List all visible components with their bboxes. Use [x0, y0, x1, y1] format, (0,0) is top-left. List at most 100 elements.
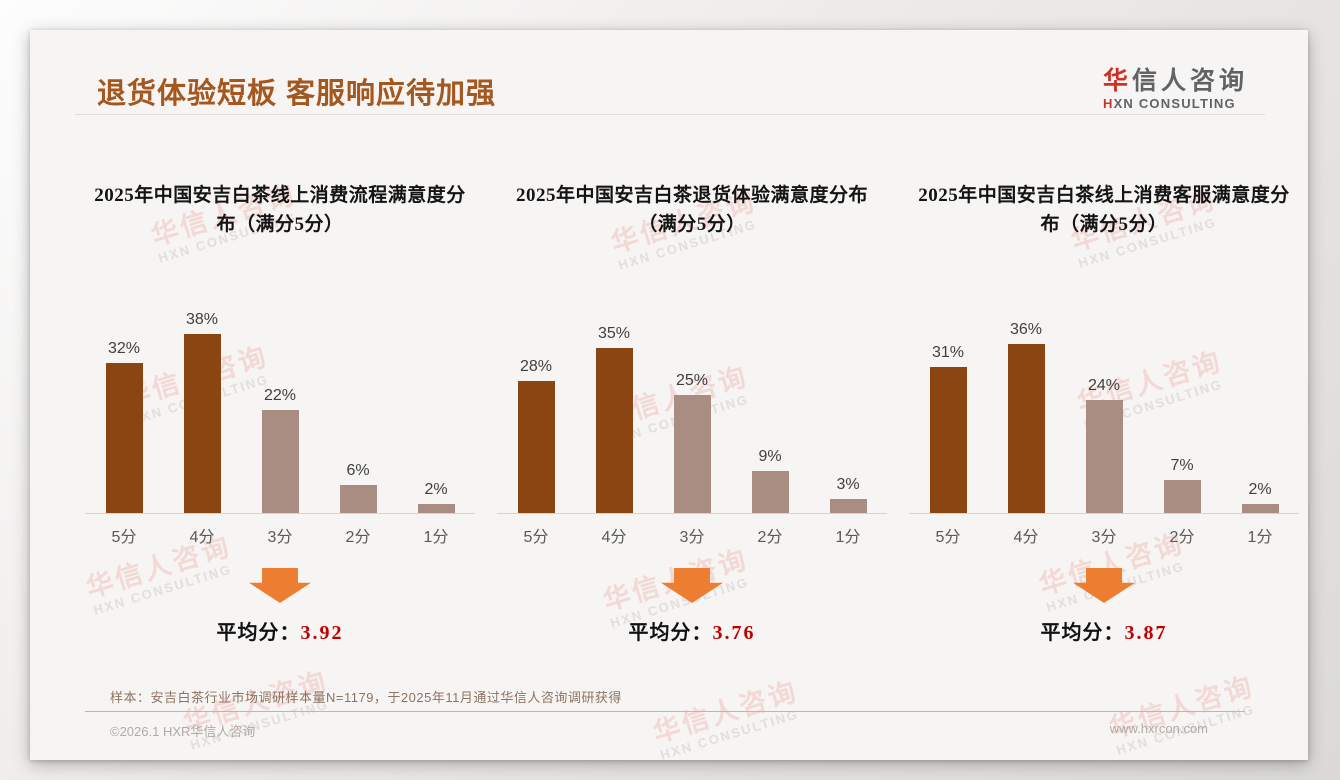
- down-arrow-icon: [1073, 568, 1135, 603]
- average-label: 平均分：: [628, 622, 713, 644]
- category-label: 2分: [345, 529, 371, 546]
- bar: [595, 348, 633, 513]
- bar-group: 9%: [731, 298, 809, 513]
- charts-row: 2025年中国安吉白茶线上消费流程满意度分布（满分5分） 32% 38% 22%…: [85, 182, 1299, 645]
- x-axis-line: [85, 513, 475, 514]
- bar-value-label: 36%: [1009, 321, 1043, 338]
- bar-value-label: 24%: [1087, 377, 1121, 394]
- chart-title: 2025年中国安吉白茶退货体验满意度分布（满分5分）: [515, 185, 868, 235]
- category-label: 3分: [679, 529, 705, 546]
- bar: [751, 471, 789, 513]
- average-label: 平均分：: [216, 622, 301, 644]
- average-value: 3.76: [712, 622, 756, 644]
- bar-group: 22%: [241, 298, 319, 513]
- category-label: 5分: [935, 529, 961, 546]
- brand-logo-cn: 华信人咨询: [1102, 67, 1248, 96]
- header-divider: [75, 114, 1265, 115]
- bar: [1241, 504, 1279, 513]
- bar-group: 24%: [1065, 298, 1143, 513]
- category-label: 1分: [1247, 529, 1273, 546]
- category-label: 5分: [111, 529, 137, 546]
- bar-value-label: 22%: [263, 387, 297, 404]
- category-labels: 5分 4分 3分 2分 1分: [909, 523, 1299, 547]
- x-axis-line: [497, 513, 887, 514]
- brand-logo: 华信人咨询 HXN CONSULTING: [1102, 67, 1248, 111]
- category-label: 3分: [1091, 529, 1117, 546]
- average-score: 平均分：3.87: [1041, 616, 1168, 645]
- brand-logo-cn-rest: 信人咨询: [1131, 67, 1248, 95]
- bar-value-label: 28%: [519, 358, 553, 375]
- footer: ©2026.1 HXR华信人咨询 www.hxrcon.com: [110, 721, 1208, 740]
- brand-logo-en-rest: XN CONSULTING: [1113, 95, 1236, 111]
- category-labels: 5分 4分 3分 2分 1分: [497, 523, 887, 547]
- brand-logo-cn-accent: 华: [1102, 67, 1132, 95]
- bar-group: 6%: [319, 298, 397, 513]
- chart-customer-service-satisfaction: 2025年中国安吉白茶线上消费客服满意度分布（满分5分） 31% 36% 24%…: [909, 182, 1299, 645]
- bar-value-label: 2%: [424, 481, 448, 498]
- category-label: 1分: [835, 529, 861, 546]
- bar: [517, 381, 555, 513]
- bar-group: 2%: [397, 298, 475, 513]
- average-score: 平均分：3.76: [629, 616, 756, 645]
- bar-plot: 31% 36% 24% 7% 2%: [909, 298, 1299, 513]
- bar: [339, 485, 377, 513]
- brand-logo-en: HXN CONSULTING: [1103, 96, 1248, 111]
- bar: [829, 499, 867, 513]
- footer-website: www.hxrcon.com: [1109, 721, 1208, 736]
- category-label: 5分: [523, 529, 549, 546]
- page-title: 退货体验短板 客服响应待加强: [97, 78, 497, 110]
- down-arrow-icon: [661, 568, 723, 603]
- category-label: 4分: [601, 529, 627, 546]
- down-arrow-icon: [249, 568, 311, 603]
- bar: [261, 410, 299, 513]
- bar: [1085, 400, 1123, 513]
- bar-value-label: 31%: [931, 344, 965, 361]
- x-axis-line: [909, 513, 1299, 514]
- average-score: 平均分：3.92: [217, 616, 344, 645]
- bar-plot: 28% 35% 25% 9% 3%: [497, 298, 887, 513]
- bar-plot: 32% 38% 22% 6% 2%: [85, 298, 475, 513]
- report-slide: 华信人咨询 HXN CONSULTING 华信人咨询 HXN CONSULTING 华信…: [30, 30, 1308, 760]
- bar-group: 31%: [909, 298, 987, 513]
- bar-group: 3%: [809, 298, 887, 513]
- bar-group: 25%: [653, 298, 731, 513]
- category-label: 4分: [1013, 529, 1039, 546]
- footer-copyright: ©2026.1 HXR华信人咨询: [110, 724, 256, 739]
- bar-value-label: 3%: [836, 476, 860, 493]
- category-label: 2分: [1169, 529, 1195, 546]
- bar: [673, 395, 711, 513]
- bar-value-label: 2%: [1248, 481, 1272, 498]
- bar-value-label: 25%: [675, 372, 709, 389]
- bar-group: 38%: [163, 298, 241, 513]
- category-labels: 5分 4分 3分 2分 1分: [85, 523, 475, 547]
- average-value: 3.87: [1124, 622, 1168, 644]
- bar: [929, 367, 967, 513]
- average-value: 3.92: [300, 622, 344, 644]
- bar-value-label: 7%: [1170, 457, 1194, 474]
- bar-value-label: 6%: [346, 462, 370, 479]
- bar-group: 28%: [497, 298, 575, 513]
- bar: [183, 334, 221, 513]
- bar-group: 2%: [1221, 298, 1299, 513]
- bar: [105, 363, 143, 513]
- bar-group: 36%: [987, 298, 1065, 513]
- bar: [1163, 480, 1201, 513]
- bar-value-label: 38%: [185, 311, 219, 328]
- bar-value-label: 9%: [758, 448, 782, 465]
- chart-online-process-satisfaction: 2025年中国安吉白茶线上消费流程满意度分布（满分5分） 32% 38% 22%…: [85, 182, 475, 645]
- bar-value-label: 32%: [107, 340, 141, 357]
- bar-group: 35%: [575, 298, 653, 513]
- footer-divider: [85, 711, 1245, 712]
- category-label: 3分: [267, 529, 293, 546]
- category-label: 1分: [423, 529, 449, 546]
- header: 退货体验短板 客服响应待加强 华信人咨询 HXN CONSULTING: [97, 67, 1248, 112]
- chart-return-experience-satisfaction: 2025年中国安吉白茶退货体验满意度分布（满分5分） 28% 35% 25% 9…: [497, 182, 887, 645]
- category-label: 4分: [189, 529, 215, 546]
- bar: [1007, 344, 1045, 513]
- sample-footnote: 样本：安吉白茶行业市场调研样本量N=1179，于2025年11月通过华信人咨询调…: [110, 690, 622, 705]
- bar-group: 7%: [1143, 298, 1221, 513]
- brand-logo-en-accent: H: [1102, 95, 1114, 111]
- slide-content: 退货体验短板 客服响应待加强 华信人咨询 HXN CONSULTING 2025…: [30, 30, 1308, 760]
- bar-group: 32%: [85, 298, 163, 513]
